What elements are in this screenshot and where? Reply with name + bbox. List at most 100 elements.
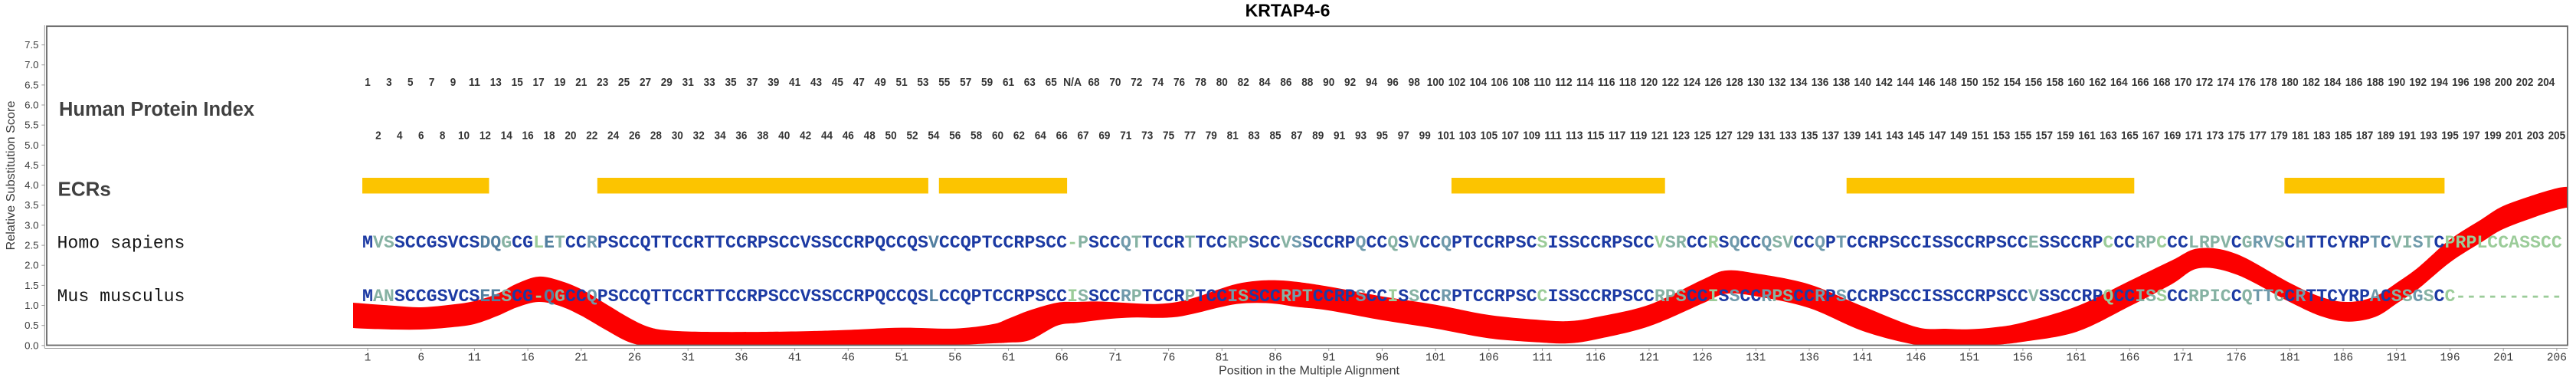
svg-text:4.5: 4.5	[25, 159, 38, 171]
svg-text:S: S	[1665, 233, 1676, 253]
svg-text:163: 163	[2100, 130, 2117, 143]
svg-text:C: C	[2231, 233, 2242, 253]
svg-text:V: V	[2263, 233, 2274, 253]
svg-text:C: C	[1473, 233, 1484, 253]
svg-text:R: R	[1174, 233, 1185, 253]
svg-text:196: 196	[2452, 76, 2470, 89]
svg-text:22: 22	[586, 130, 597, 143]
svg-text:51: 51	[895, 353, 908, 365]
svg-text:S: S	[1537, 233, 1548, 253]
svg-text:55: 55	[938, 76, 950, 89]
svg-text:C: C	[2124, 287, 2135, 307]
svg-text:6: 6	[417, 353, 424, 365]
svg-text:Q: Q	[490, 233, 501, 253]
svg-text:S: S	[2039, 287, 2050, 307]
svg-text:C: C	[896, 233, 907, 253]
svg-text:106: 106	[1479, 353, 1499, 365]
svg-text:C: C	[1804, 233, 1815, 253]
svg-text:V: V	[1409, 233, 1419, 253]
svg-text:S: S	[1836, 287, 1847, 307]
svg-text:P: P	[1345, 287, 1356, 307]
svg-text:C: C	[2178, 287, 2188, 307]
svg-text:S: S	[1943, 233, 1953, 253]
svg-text:33: 33	[704, 76, 715, 89]
svg-text:C: C	[2060, 287, 2071, 307]
svg-text:C: C	[2434, 287, 2445, 307]
svg-text:R: R	[1494, 233, 1505, 253]
svg-text:70: 70	[1109, 76, 1121, 89]
svg-text:C: C	[2018, 287, 2028, 307]
svg-text:C: C	[2231, 287, 2242, 307]
svg-text:S: S	[1782, 287, 1793, 307]
svg-text:5.5: 5.5	[25, 120, 38, 131]
svg-text:134: 134	[1790, 76, 1808, 89]
svg-text:C: C	[630, 287, 640, 307]
svg-text:C: C	[1366, 287, 1376, 307]
svg-text:166: 166	[2132, 76, 2149, 89]
svg-text:P: P	[2092, 287, 2103, 307]
svg-text:30: 30	[672, 130, 683, 143]
svg-text:R: R	[2082, 233, 2093, 253]
svg-text:53: 53	[917, 76, 928, 89]
svg-text:60: 60	[992, 130, 1003, 143]
svg-text:131: 131	[1758, 130, 1776, 143]
svg-text:T: T	[650, 233, 661, 253]
svg-text:S: S	[1569, 233, 1579, 253]
svg-text:1.5: 1.5	[25, 280, 38, 291]
svg-text:Q: Q	[640, 233, 650, 253]
svg-text:C: C	[2327, 287, 2338, 307]
svg-text:P: P	[1291, 287, 1302, 307]
svg-text:S: S	[1558, 287, 1569, 307]
svg-text:C: C	[1740, 233, 1750, 253]
svg-text:S: S	[1035, 233, 1046, 253]
svg-text:114: 114	[1576, 76, 1594, 89]
svg-text:T: T	[2316, 233, 2327, 253]
svg-text:T: T	[704, 233, 715, 253]
svg-text:5: 5	[408, 76, 414, 89]
svg-text:142: 142	[1875, 76, 1893, 89]
svg-text:1: 1	[365, 76, 371, 89]
svg-text:A: A	[2370, 287, 2381, 307]
svg-text:C: C	[1964, 287, 1975, 307]
svg-text:C: C	[2445, 287, 2456, 307]
svg-text:V: V	[1782, 233, 1793, 253]
svg-text:126: 126	[1704, 76, 1722, 89]
svg-text:S: S	[2424, 287, 2434, 307]
svg-text:7.0: 7.0	[25, 59, 38, 71]
svg-text:P: P	[1024, 233, 1035, 253]
svg-text:C: C	[565, 287, 576, 307]
svg-text:Q: Q	[961, 233, 971, 253]
svg-text:25: 25	[618, 76, 630, 89]
svg-text:49: 49	[875, 76, 886, 89]
svg-text:C: C	[1216, 233, 1227, 253]
svg-text:S: S	[1996, 233, 2007, 253]
svg-text:P: P	[1131, 287, 1142, 307]
svg-text:P: P	[971, 233, 982, 253]
svg-text:C: C	[576, 287, 587, 307]
svg-text:R: R	[747, 287, 758, 307]
svg-text:C: C	[2018, 233, 2028, 253]
svg-text:C: C	[2381, 287, 2391, 307]
svg-text:111: 111	[1544, 130, 1562, 143]
svg-text:154: 154	[2004, 76, 2021, 89]
svg-text:102: 102	[1448, 76, 1466, 89]
svg-text:C: C	[682, 233, 693, 253]
svg-text:S: S	[1398, 287, 1409, 307]
svg-text:109: 109	[1523, 130, 1540, 143]
svg-text:50: 50	[885, 130, 897, 143]
svg-text:96: 96	[1387, 76, 1399, 89]
svg-text:R: R	[1761, 287, 1772, 307]
svg-text:C: C	[2060, 233, 2071, 253]
svg-text:92: 92	[1344, 76, 1356, 89]
svg-text:P: P	[2466, 233, 2476, 253]
svg-text:P: P	[2199, 287, 2210, 307]
svg-text:C: C	[1537, 287, 1548, 307]
svg-text:C: C	[2071, 233, 2082, 253]
svg-text:4: 4	[397, 130, 403, 143]
svg-text:80: 80	[1216, 76, 1228, 89]
svg-text:155: 155	[2015, 130, 2032, 143]
svg-text:C: C	[843, 287, 853, 307]
svg-text:P: P	[1238, 233, 1249, 253]
svg-text:T: T	[661, 233, 672, 253]
svg-text:V: V	[800, 287, 811, 307]
